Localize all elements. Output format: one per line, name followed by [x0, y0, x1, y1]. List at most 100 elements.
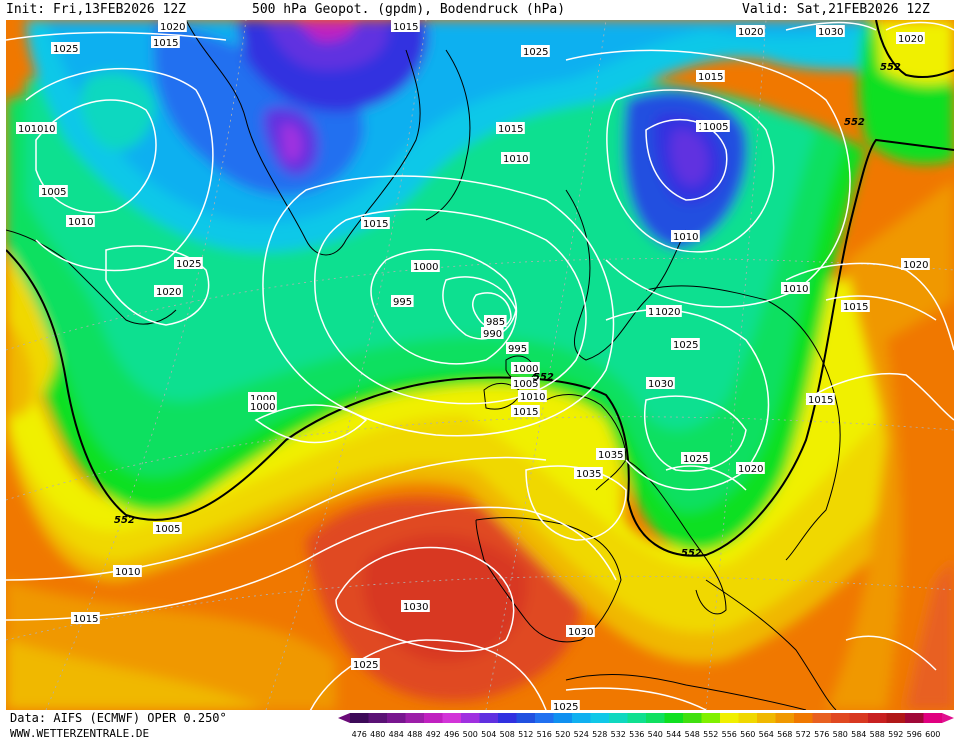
geopotential-552-contour — [6, 20, 954, 557]
valid-time: Valid: Sat,21FEB2026 12Z — [742, 2, 930, 17]
pressure-label-box — [391, 20, 420, 32]
pressure-label-text: 1025 — [523, 47, 548, 58]
pressure-label-text: 995 — [393, 297, 412, 308]
colorbar-tick-label: 500 — [463, 730, 478, 739]
pressure-label-box — [506, 342, 529, 354]
pressure-label: 1010 — [113, 565, 142, 578]
colorbar-swatch — [664, 713, 683, 723]
pressure-label: 1010 — [781, 282, 810, 295]
colorbar-swatch — [387, 713, 406, 723]
colorbar-tick-label: 580 — [833, 730, 848, 739]
pressure-label: 1025 — [551, 700, 580, 710]
pressure-label: 1025 — [671, 338, 700, 351]
pressure-label-box — [481, 327, 504, 339]
colorbar-swatch — [923, 713, 942, 723]
geopotential-label: 552 — [533, 372, 554, 383]
colorbar-swatch — [905, 713, 924, 723]
colorbar-swatch — [424, 713, 443, 723]
pressure-label-text: 1010 — [503, 154, 528, 165]
pressure-label-text: 1015 — [698, 72, 723, 83]
pressure-label: 1005 — [701, 120, 730, 133]
geopotential-label: 552 — [880, 62, 901, 73]
colorbar-tick-label: 516 — [537, 730, 552, 739]
pressure-label-text: 1005 — [703, 122, 728, 133]
pressure-label-box — [566, 625, 595, 637]
pressure-label: 1020 — [736, 462, 765, 475]
pressure-label-box — [71, 612, 100, 624]
pressure-label: 1000 — [511, 362, 540, 375]
pressure-label-box — [781, 282, 810, 294]
pressure-label-box — [16, 122, 45, 134]
pressure-label-text: 1000 — [250, 402, 275, 413]
colorbar-tick-label: 556 — [722, 730, 737, 739]
pressure-label-text: 1020 — [160, 22, 185, 33]
pressure-label-text: 1025 — [353, 660, 378, 671]
pressure-label: 1015 — [841, 300, 870, 313]
pressure-label-box — [361, 217, 390, 229]
pressure-label-box — [484, 315, 507, 327]
colorbar-swatch — [535, 713, 554, 723]
init-time: Init: Fri,13FEB2026 12Z — [6, 2, 187, 17]
colorbar-swatch — [886, 713, 905, 723]
colorbar-arrow-left — [338, 713, 350, 723]
pressure-label-box — [701, 120, 730, 132]
colorbar-swatch — [738, 713, 757, 723]
colorbar-tick-label: 540 — [648, 730, 663, 739]
colorbar-tick-label: 492 — [426, 730, 441, 739]
pressure-label-box — [696, 70, 725, 82]
pressure-label-box — [511, 362, 540, 374]
colorbar-swatch — [498, 713, 517, 723]
pressure-label: 1030 — [646, 377, 675, 390]
pressure-label: 1020 — [158, 20, 187, 33]
pressure-label-box — [574, 467, 603, 479]
pressure-label-box — [901, 258, 930, 270]
colorbar-tick-label: 520 — [555, 730, 570, 739]
pressure-label-text: 1020 — [655, 307, 680, 318]
website-link[interactable]: WWW.WETTERZENTRALE.DE — [10, 727, 150, 740]
pressure-label: 1010 — [501, 152, 530, 165]
colorbar-tick-label: 588 — [870, 730, 885, 739]
colorbar-swatch — [442, 713, 461, 723]
pressure-label-box — [736, 25, 765, 37]
pressure-label-text: 1015 — [393, 22, 418, 33]
pressure-label-box — [174, 257, 203, 269]
pressure-label-text: 1035 — [598, 450, 623, 461]
pressure-label-text: 1005 — [513, 379, 538, 390]
colorbar-swatch — [701, 713, 720, 723]
pressure-label-box — [736, 462, 765, 474]
pressure-label-text: 1015 — [808, 395, 833, 406]
pressure-label-text: 1000 — [513, 364, 538, 375]
colorbar-tick-label: 544 — [666, 730, 681, 739]
colorbar: 476 480 484 488 492 496 500 504 508 512 516 520 524 5… — [338, 713, 954, 739]
colorbar-swatch — [646, 713, 665, 723]
pressure-label: 1015 — [496, 122, 525, 135]
pressure-label: 1020 — [901, 258, 930, 271]
colorbar-tick-label: 476 — [352, 730, 367, 739]
pressure-label-box — [681, 452, 710, 464]
colorbar-tick-label: 504 — [481, 730, 496, 739]
colorbar-tick-label: 592 — [888, 730, 903, 739]
pressure-label-box — [153, 522, 182, 534]
colorbar-tick-label: 564 — [759, 730, 774, 739]
pressure-label: 1015 — [151, 36, 180, 49]
pressure-label: 1010 — [16, 122, 45, 135]
pressure-label-text: 1035 — [576, 469, 601, 480]
pressure-label: 1025 — [51, 42, 80, 55]
pressure-label: 1030 — [566, 625, 595, 638]
pressure-label-text: 1025 — [53, 44, 78, 55]
colorbar-tick-label: 560 — [740, 730, 755, 739]
pressure-label-box — [151, 36, 180, 48]
pressure-label-text: 1015 — [513, 407, 538, 418]
pressure-label-box — [841, 300, 870, 312]
pressure-label-box — [511, 405, 540, 417]
pressure-label: 1015 — [71, 612, 100, 625]
colorbar-swatch — [868, 713, 887, 723]
pressure-label-text: 1020 — [738, 464, 763, 475]
pressure-label-box — [351, 658, 380, 670]
colorbar-swatch — [368, 713, 387, 723]
pressure-label-text: 1010 — [115, 567, 140, 578]
geopotential-field — [6, 20, 954, 710]
pressure-label: 1015 — [806, 393, 835, 406]
pressure-label-box — [806, 393, 835, 405]
pressure-label: 1025 — [174, 257, 203, 270]
